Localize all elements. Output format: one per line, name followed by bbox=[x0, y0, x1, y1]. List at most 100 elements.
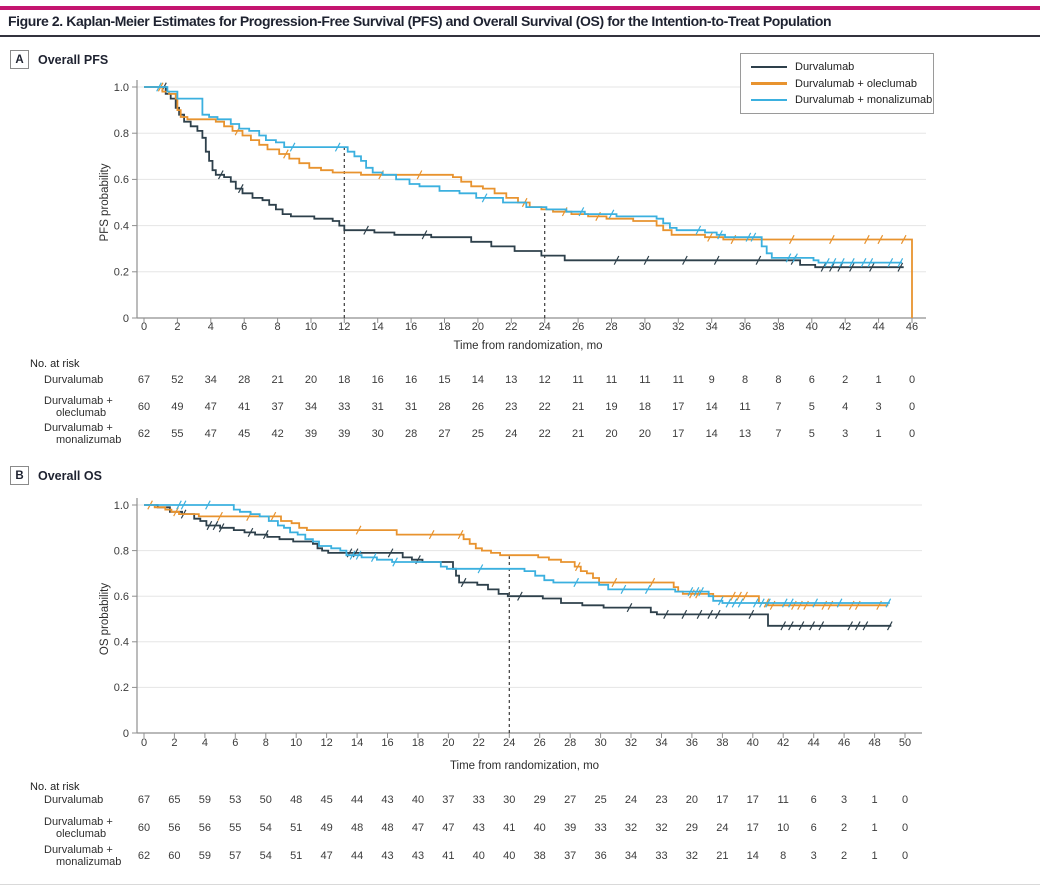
svg-text:32: 32 bbox=[625, 737, 637, 749]
svg-text:monalizumab: monalizumab bbox=[56, 434, 121, 446]
panel-a-letter-box: A bbox=[10, 50, 29, 69]
svg-text:41: 41 bbox=[238, 401, 250, 413]
svg-text:0: 0 bbox=[902, 794, 908, 806]
svg-text:6: 6 bbox=[809, 374, 815, 386]
svg-text:32: 32 bbox=[686, 850, 698, 862]
svg-text:16: 16 bbox=[405, 374, 417, 386]
panel-b-header: B Overall OS bbox=[10, 466, 102, 485]
svg-text:40: 40 bbox=[747, 737, 759, 749]
svg-text:40: 40 bbox=[806, 321, 818, 333]
svg-text:4: 4 bbox=[842, 401, 848, 413]
svg-text:18: 18 bbox=[639, 401, 651, 413]
bottom-divider bbox=[0, 884, 1040, 885]
svg-text:37: 37 bbox=[564, 850, 576, 862]
svg-text:20: 20 bbox=[442, 737, 454, 749]
svg-text:5: 5 bbox=[809, 401, 815, 413]
svg-text:0.6: 0.6 bbox=[114, 591, 129, 603]
svg-text:62: 62 bbox=[138, 850, 150, 862]
svg-text:60: 60 bbox=[138, 401, 150, 413]
svg-text:2: 2 bbox=[174, 321, 180, 333]
svg-text:No. at risk: No. at risk bbox=[30, 781, 80, 793]
svg-text:24: 24 bbox=[503, 737, 515, 749]
svg-text:18: 18 bbox=[438, 321, 450, 333]
svg-text:oleclumab: oleclumab bbox=[56, 407, 106, 419]
svg-text:28: 28 bbox=[564, 737, 576, 749]
svg-text:1: 1 bbox=[872, 822, 878, 834]
legend-line-swatch bbox=[751, 82, 787, 85]
svg-text:34: 34 bbox=[305, 401, 317, 413]
svg-text:24: 24 bbox=[539, 321, 551, 333]
svg-text:31: 31 bbox=[372, 401, 384, 413]
svg-text:0: 0 bbox=[909, 428, 915, 440]
svg-text:28: 28 bbox=[405, 428, 417, 440]
svg-text:47: 47 bbox=[412, 822, 424, 834]
svg-text:5: 5 bbox=[809, 428, 815, 440]
svg-text:36: 36 bbox=[594, 850, 606, 862]
svg-text:51: 51 bbox=[290, 822, 302, 834]
svg-text:41: 41 bbox=[442, 850, 454, 862]
svg-text:49: 49 bbox=[320, 822, 332, 834]
svg-text:14: 14 bbox=[372, 321, 384, 333]
reference-lines bbox=[343, 147, 546, 318]
svg-text:28: 28 bbox=[238, 374, 250, 386]
svg-text:32: 32 bbox=[672, 321, 684, 333]
svg-text:28: 28 bbox=[438, 401, 450, 413]
svg-text:49: 49 bbox=[171, 401, 183, 413]
svg-text:34: 34 bbox=[706, 321, 718, 333]
svg-text:32: 32 bbox=[655, 822, 667, 834]
axes: 00.20.40.60.81.00 2 4 6 8 10 12 14 16 18 20 22 24 26 2… bbox=[99, 80, 926, 352]
svg-text:monalizumab: monalizumab bbox=[56, 856, 121, 868]
svg-text:55: 55 bbox=[171, 428, 183, 440]
svg-text:40: 40 bbox=[473, 850, 485, 862]
svg-text:56: 56 bbox=[199, 822, 211, 834]
svg-text:60: 60 bbox=[168, 850, 180, 862]
svg-text:20: 20 bbox=[472, 321, 484, 333]
title-divider bbox=[0, 35, 1040, 37]
svg-text:17: 17 bbox=[672, 428, 684, 440]
svg-text:4: 4 bbox=[202, 737, 208, 749]
svg-text:Durvalumab: Durvalumab bbox=[44, 794, 103, 806]
svg-text:36: 36 bbox=[686, 737, 698, 749]
svg-text:0: 0 bbox=[909, 374, 915, 386]
svg-text:44: 44 bbox=[351, 850, 363, 862]
svg-text:1: 1 bbox=[872, 794, 878, 806]
svg-text:20: 20 bbox=[639, 428, 651, 440]
svg-text:3: 3 bbox=[842, 428, 848, 440]
svg-text:8: 8 bbox=[775, 374, 781, 386]
svg-text:6: 6 bbox=[232, 737, 238, 749]
legend-label: Durvalumab + monalizumab bbox=[795, 94, 933, 106]
svg-text:65: 65 bbox=[168, 794, 180, 806]
svg-text:6: 6 bbox=[811, 822, 817, 834]
svg-text:Durvalumab: Durvalumab bbox=[44, 374, 103, 386]
svg-text:6: 6 bbox=[241, 321, 247, 333]
svg-text:12: 12 bbox=[539, 374, 551, 386]
panel-a-title: Overall PFS bbox=[38, 52, 109, 67]
svg-text:47: 47 bbox=[320, 850, 332, 862]
svg-text:14: 14 bbox=[706, 428, 718, 440]
svg-text:7: 7 bbox=[775, 401, 781, 413]
svg-text:1.0: 1.0 bbox=[114, 500, 129, 512]
svg-text:17: 17 bbox=[672, 401, 684, 413]
svg-text:21: 21 bbox=[572, 428, 584, 440]
svg-text:46: 46 bbox=[906, 321, 918, 333]
legend-line-swatch bbox=[751, 65, 787, 69]
svg-text:26: 26 bbox=[472, 401, 484, 413]
svg-text:2: 2 bbox=[841, 822, 847, 834]
svg-text:42: 42 bbox=[777, 737, 789, 749]
svg-text:30: 30 bbox=[503, 794, 515, 806]
series-durvalumab-monalizumab bbox=[144, 504, 890, 604]
legend-label: Durvalumab + oleclumab bbox=[795, 77, 917, 90]
svg-text:1: 1 bbox=[876, 374, 882, 386]
svg-text:59: 59 bbox=[199, 794, 211, 806]
svg-text:18: 18 bbox=[338, 374, 350, 386]
svg-text:48: 48 bbox=[868, 737, 880, 749]
svg-text:21: 21 bbox=[572, 401, 584, 413]
svg-text:39: 39 bbox=[338, 428, 350, 440]
svg-text:32: 32 bbox=[625, 822, 637, 834]
svg-text:18: 18 bbox=[412, 737, 424, 749]
svg-text:39: 39 bbox=[305, 428, 317, 440]
svg-text:36: 36 bbox=[739, 321, 751, 333]
censor-marks-durvalumab-monalizumab bbox=[176, 500, 892, 608]
svg-text:48: 48 bbox=[381, 822, 393, 834]
svg-text:48: 48 bbox=[290, 794, 302, 806]
